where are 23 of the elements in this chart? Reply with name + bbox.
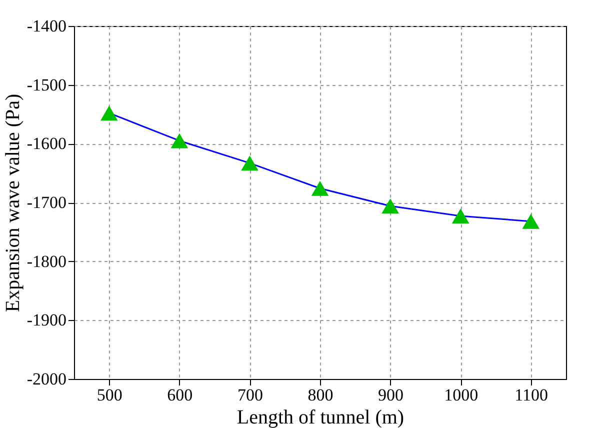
point xyxy=(522,214,540,229)
x-tick-label: 600 xyxy=(167,386,193,404)
point xyxy=(100,106,118,121)
y-tick-label: -1900 xyxy=(26,310,66,330)
y-tick-label: -1500 xyxy=(26,75,66,94)
y-axis-title: Expansion wave value (Pa) xyxy=(2,94,24,312)
y-tick-label: -1800 xyxy=(26,252,66,271)
point xyxy=(382,198,399,214)
y-tick-label: -1600 xyxy=(26,134,66,154)
x-tick-label: 900 xyxy=(378,386,404,404)
point xyxy=(452,208,470,224)
y-tick-label: -2000 xyxy=(26,370,66,388)
point xyxy=(311,180,329,196)
x-tick-label: 1100 xyxy=(514,386,548,404)
point xyxy=(241,156,258,171)
point xyxy=(170,133,188,148)
y-tick-label: -1700 xyxy=(26,193,66,212)
x-tick-label: 500 xyxy=(96,386,122,404)
y-tick-label: -1400 xyxy=(26,16,66,36)
x-axis-title: Length of tunnel (m) xyxy=(236,406,404,428)
x-tick-label: 700 xyxy=(237,386,263,404)
x-tick-label: 1000 xyxy=(444,386,478,404)
x-tick-label: 800 xyxy=(308,386,334,404)
